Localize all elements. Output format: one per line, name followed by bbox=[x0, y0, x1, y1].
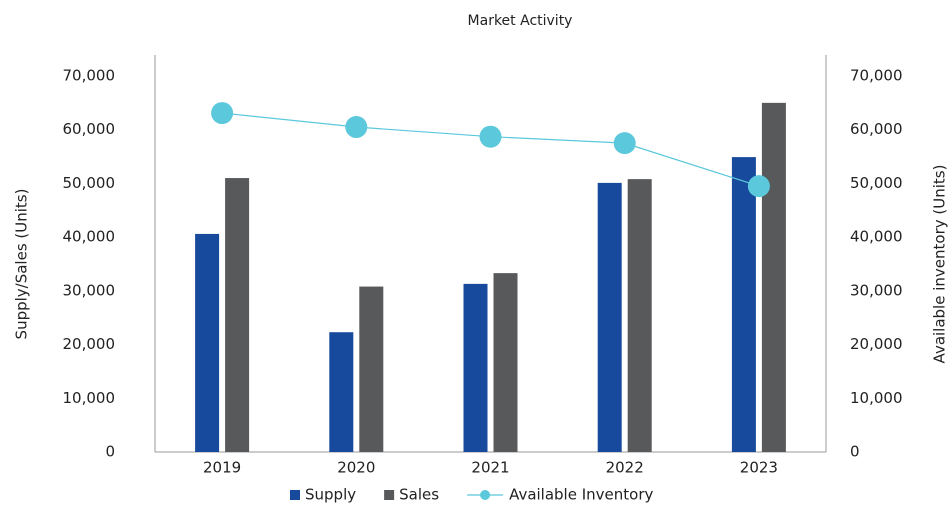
y2-tick-label: 10,000 bbox=[850, 389, 903, 407]
marker bbox=[211, 102, 234, 125]
marker bbox=[345, 116, 368, 139]
y2-tick-label: 20,000 bbox=[850, 335, 903, 353]
bar bbox=[359, 286, 384, 452]
marker bbox=[479, 125, 502, 148]
bar bbox=[731, 157, 756, 452]
x-tick-label: 2023 bbox=[740, 459, 778, 477]
y-tick-label: 70,000 bbox=[63, 67, 116, 85]
bar bbox=[597, 182, 622, 453]
y2-tick-label: 70,000 bbox=[850, 67, 903, 85]
y2-tick-label: 60,000 bbox=[850, 120, 903, 138]
y-tick-label: 20,000 bbox=[63, 335, 116, 353]
bar bbox=[225, 178, 250, 453]
y-axis-label: Supply/Sales (Units) bbox=[13, 189, 31, 340]
y-tick-label: 10,000 bbox=[63, 389, 116, 407]
marker bbox=[613, 132, 636, 155]
y-tick-label: 50,000 bbox=[63, 174, 116, 192]
bar bbox=[493, 273, 518, 452]
bar bbox=[329, 332, 354, 452]
x-tick-label: 2022 bbox=[606, 459, 644, 477]
bar bbox=[463, 283, 488, 452]
y2-tick-label: 0 bbox=[850, 443, 860, 461]
bar bbox=[195, 233, 220, 452]
y2-tick-label: 50,000 bbox=[850, 174, 903, 192]
y-tick-label: 40,000 bbox=[63, 228, 116, 246]
y-tick-label: 30,000 bbox=[63, 281, 116, 299]
y2-tick-label: 30,000 bbox=[850, 281, 903, 299]
legend-label: Sales bbox=[399, 486, 439, 504]
legend-label: Supply bbox=[305, 486, 356, 504]
legend-label: Available Inventory bbox=[509, 486, 653, 504]
y-tick-label: 60,000 bbox=[63, 120, 116, 138]
legend-swatch bbox=[480, 490, 491, 500]
x-tick-label: 2021 bbox=[471, 459, 509, 477]
marker bbox=[747, 175, 770, 198]
bar bbox=[627, 179, 652, 453]
chart-title: Market Activity bbox=[468, 13, 573, 29]
y2-axis-label: Available inventory (Units) bbox=[931, 165, 949, 364]
legend-swatch bbox=[384, 490, 395, 500]
x-tick-label: 2019 bbox=[203, 459, 241, 477]
legend-swatch bbox=[290, 490, 300, 500]
y-tick-label: 0 bbox=[105, 443, 115, 461]
line bbox=[222, 112, 760, 187]
x-tick-label: 2020 bbox=[337, 459, 375, 477]
bar bbox=[761, 102, 786, 452]
y2-tick-label: 40,000 bbox=[850, 228, 903, 246]
